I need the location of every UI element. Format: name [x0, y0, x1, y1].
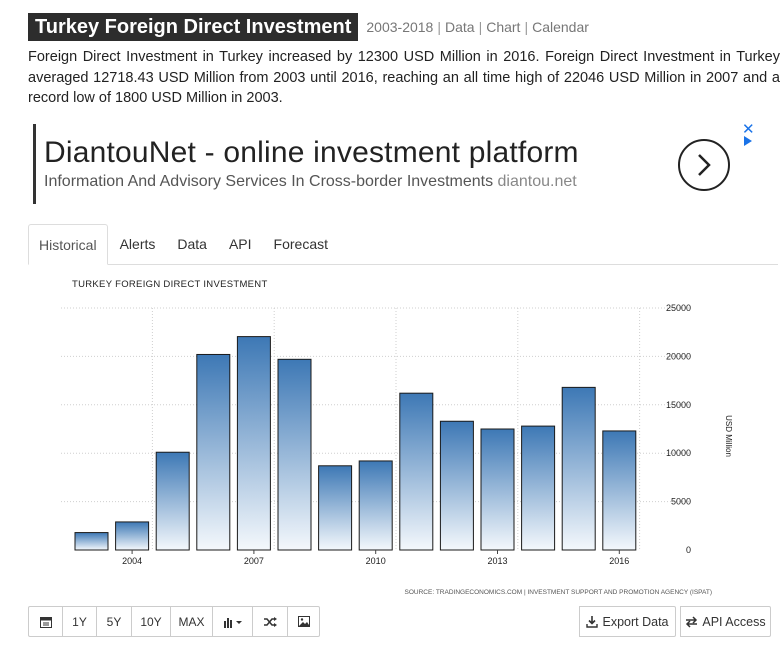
bar-2003[interactable] [74, 532, 109, 551]
x-tick-label: 2010 [366, 556, 386, 566]
export-group: Export Data [579, 606, 676, 637]
bar-2011[interactable] [399, 392, 434, 551]
description-text: Foreign Direct Investment in Turkey incr… [28, 49, 780, 106]
range-1y-button[interactable]: 1Y [62, 606, 97, 637]
api-group: API Access [680, 606, 771, 637]
bar-2012[interactable] [439, 420, 474, 551]
y-tick-label: 10000 [666, 448, 691, 458]
chart-area: TURKEY FOREIGN DIRECT INVESTMENT 0 5000 10… [28, 266, 778, 602]
bar-2014[interactable] [521, 425, 556, 551]
compare-button[interactable] [252, 606, 288, 637]
export-data-label: Export Data [602, 614, 669, 629]
tab-api[interactable]: API [228, 236, 252, 252]
range-button-group: 1Y 5Y 10Y MAX [28, 606, 320, 637]
range-max-button[interactable]: MAX [170, 606, 213, 637]
y-tick-label: 25000 [666, 303, 691, 313]
chart-source: SOURCE: TRADINGECONOMICS.COM | INVESTMEN… [405, 589, 712, 596]
close-icon[interactable]: ✕ [742, 121, 755, 138]
link-data[interactable]: Data [444, 19, 475, 35]
bar-2006[interactable] [196, 353, 231, 551]
bar-chart: TURKEY FOREIGN DIRECT INVESTMENT 0 5000 10… [61, 279, 733, 596]
ad-domain: diantou.net [497, 173, 577, 190]
bar-2013[interactable] [480, 428, 515, 551]
chart-toolbar: 1Y 5Y 10Y MAX Export Data API Access [28, 606, 778, 638]
bar-2008[interactable] [277, 358, 312, 551]
page-header: Turkey Foreign Direct Investment 2003-20… [28, 13, 589, 41]
title-links: 2003-2018 | Data | Chart | Calendar [366, 19, 589, 35]
api-access-button[interactable]: API Access [680, 606, 771, 637]
range-10y-button[interactable]: 10Y [131, 606, 171, 637]
y-tick-label: 20000 [666, 351, 691, 361]
api-access-label: API Access [702, 614, 766, 629]
x-tick-label: 2007 [244, 556, 264, 566]
tab-data[interactable]: Data [177, 236, 207, 252]
range-5y-button[interactable]: 5Y [96, 606, 132, 637]
ad-subtitle: Information And Advisory Services In Cro… [44, 173, 577, 191]
tab-bar: Historical Alerts Data API Forecast [28, 224, 778, 265]
x-tick-label: 2013 [487, 556, 507, 566]
bar-2010[interactable] [358, 460, 393, 551]
link-chart[interactable]: Chart [486, 19, 521, 35]
page-title: Turkey Foreign Direct Investment [28, 13, 359, 41]
calendar-button[interactable] [28, 606, 63, 637]
bar-2007[interactable] [236, 336, 271, 551]
tab-forecast[interactable]: Forecast [273, 236, 328, 252]
ad-open-button[interactable] [678, 139, 730, 191]
tab-historical[interactable]: Historical [28, 224, 108, 265]
calendar-icon [39, 616, 52, 628]
bar-2004[interactable] [115, 521, 150, 551]
play-triangle-icon[interactable] [744, 136, 752, 146]
bar-2016[interactable] [602, 430, 637, 551]
export-data-button[interactable]: Export Data [579, 606, 676, 637]
bar-2005[interactable] [155, 451, 190, 551]
download-icon [586, 615, 599, 628]
ad-title[interactable]: DiantouNet - online investment platform [44, 136, 579, 169]
bar-chart-icon [223, 617, 242, 628]
y-tick-label: 15000 [666, 400, 691, 410]
chevron-right-icon [698, 154, 711, 176]
bar-2015[interactable] [561, 386, 596, 551]
tab-alerts[interactable]: Alerts [119, 236, 156, 252]
ad-subtitle-text: Information And Advisory Services In Cro… [44, 173, 494, 190]
link-calendar[interactable]: Calendar [532, 19, 589, 35]
chart-title: TURKEY FOREIGN DIRECT INVESTMENT [72, 279, 268, 290]
date-range: 2003-2018 [366, 19, 434, 35]
bar-2009[interactable] [318, 465, 353, 551]
y-axis-label: USD Million [724, 415, 733, 457]
image-button[interactable] [287, 606, 320, 637]
y-tick-label: 0 [686, 545, 691, 555]
x-tick-label: 2004 [122, 556, 142, 566]
exchange-icon [686, 615, 698, 628]
ad-banner[interactable]: DiantouNet - online investment platform … [33, 121, 755, 204]
chart-type-button[interactable] [212, 606, 253, 637]
y-tick-label: 5000 [671, 497, 691, 507]
x-tick-label: 2016 [609, 556, 629, 566]
image-icon [297, 616, 310, 627]
shuffle-icon [263, 616, 277, 627]
